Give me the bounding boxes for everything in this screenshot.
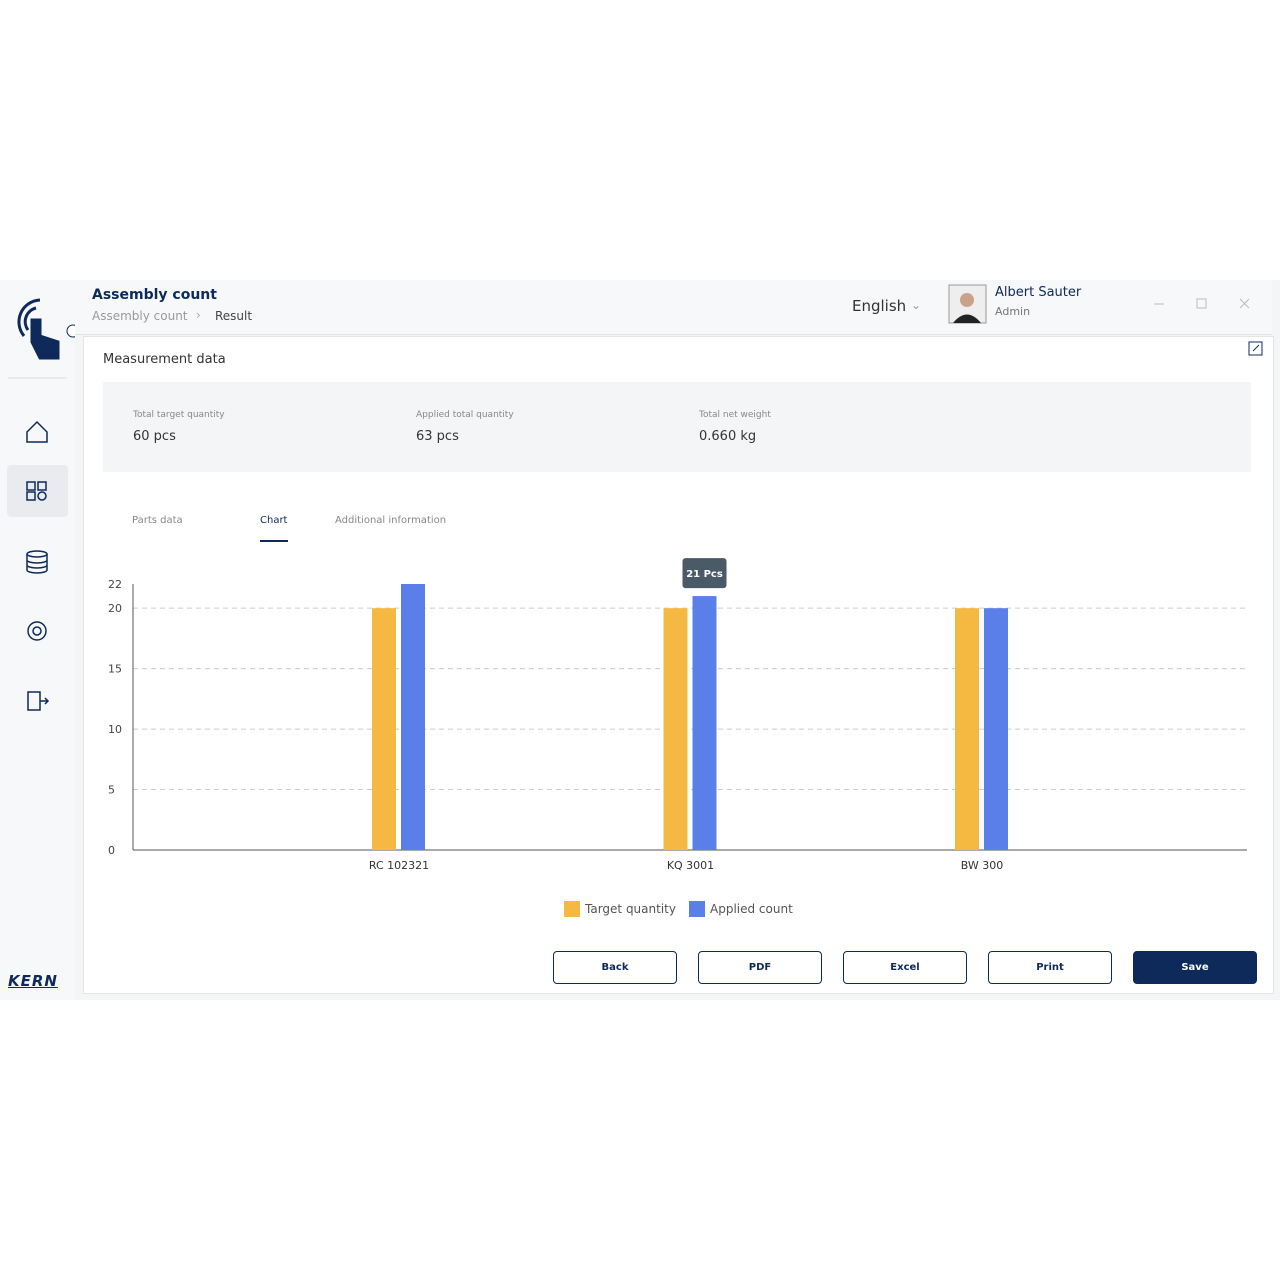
app-logo	[17, 298, 60, 360]
y-tick-label: 15	[108, 663, 122, 676]
legend-swatch	[689, 901, 705, 917]
dashboard-icon[interactable]	[26, 481, 47, 501]
tab-active[interactable]: Chart	[260, 515, 288, 526]
section-title: Measurement data	[103, 352, 226, 367]
bar	[372, 608, 396, 850]
tooltip	[682, 558, 727, 589]
bar	[955, 608, 979, 850]
bar	[984, 608, 1008, 850]
language-select[interactable]: English	[852, 297, 907, 315]
print-button[interactable]: Print	[988, 951, 1112, 984]
nav-selected	[7, 465, 68, 517]
database-icon[interactable]	[26, 550, 48, 574]
excel-button[interactable]: Excel	[843, 951, 967, 984]
summary-label: Total target quantity	[133, 410, 225, 420]
summary-panel	[103, 382, 1251, 472]
y-tick-label: 5	[108, 784, 115, 797]
back-button[interactable]: Back	[553, 951, 677, 984]
logo-text: KERN	[8, 972, 58, 990]
breadcrumb-current: Result	[215, 309, 253, 323]
dropdown-caret: ⌄	[911, 298, 922, 312]
breadcrumb-separator: ›	[196, 308, 201, 322]
tab[interactable]: Additional information	[335, 515, 447, 526]
maximize[interactable]	[1196, 298, 1207, 309]
collapse-toggle[interactable]	[66, 324, 75, 338]
tab-underline	[260, 540, 288, 542]
home-icon[interactable]	[26, 420, 48, 443]
x-tick-label: KQ 3001	[667, 859, 714, 872]
summary-label: Total net weight	[699, 410, 771, 420]
y-tick-label: 10	[108, 723, 122, 736]
settings-icon[interactable]	[27, 621, 47, 641]
x-tick-label: RC 102321	[369, 859, 429, 872]
logout-icon[interactable]	[27, 691, 50, 711]
legend-label: Target quantity	[584, 902, 676, 916]
y-tick-label: 0	[108, 844, 115, 857]
close[interactable]	[1239, 298, 1250, 309]
avatar	[948, 284, 987, 324]
x-tick-label: BW 300	[961, 859, 1004, 872]
user-role: Admin	[995, 305, 1031, 318]
user-name: Albert Sauter	[995, 285, 1082, 300]
bar	[401, 584, 425, 850]
y-tick-label: 22	[108, 578, 122, 591]
tab[interactable]: Parts data	[132, 515, 183, 526]
summary-value: 0.660 kg	[699, 429, 757, 444]
page-title: Assembly count	[92, 287, 217, 303]
header	[75, 280, 1272, 335]
legend-swatch	[564, 901, 580, 917]
breadcrumb-link[interactable]: Assembly count	[92, 309, 188, 323]
pdf-button[interactable]: PDF	[698, 951, 822, 984]
y-tick-label: 20	[108, 602, 122, 615]
save-button[interactable]: Save	[1133, 951, 1257, 984]
tooltip-text: 21 Pcs	[686, 569, 723, 580]
bar	[663, 608, 688, 850]
legend-label: Applied count	[710, 902, 793, 916]
summary-value: 60 pcs	[133, 429, 176, 444]
expand-icon[interactable]	[1248, 341, 1264, 357]
summary-label: Applied total quantity	[416, 410, 514, 420]
window-controls	[1154, 298, 1250, 309]
bar	[692, 596, 717, 850]
summary-value: 63 pcs	[416, 429, 459, 444]
sidebar-icons	[7, 298, 75, 711]
